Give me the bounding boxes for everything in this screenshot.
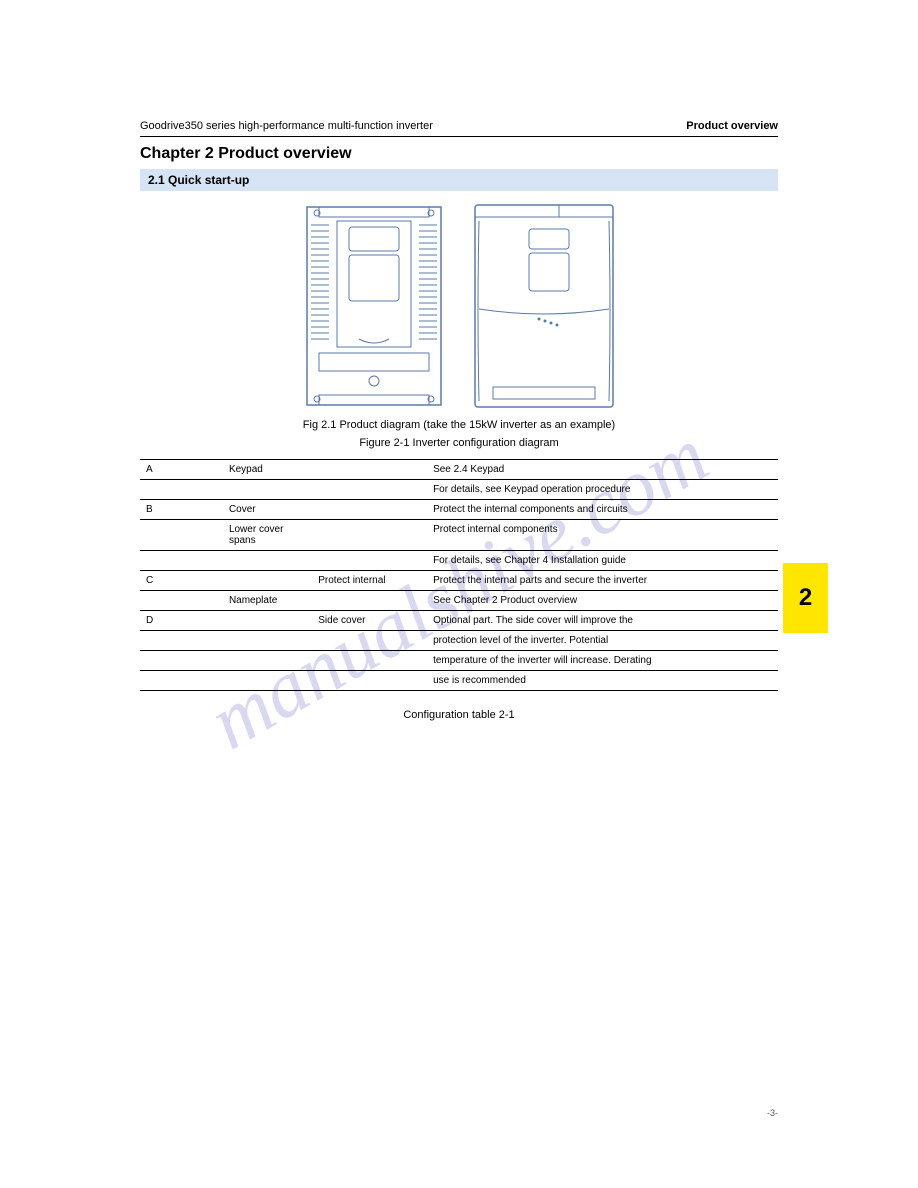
figure-label-left: Fig 2.1 Product diagram (take the 15kW i… bbox=[303, 419, 615, 431]
table-cell bbox=[223, 571, 312, 591]
table-cell bbox=[223, 611, 312, 631]
table-cell bbox=[312, 651, 427, 671]
table-cell: Protect the internal components and circ… bbox=[427, 500, 778, 520]
footer-right: -3- bbox=[767, 1108, 778, 1118]
table-cell bbox=[140, 671, 223, 691]
table-row: For details, see Keypad operation proced… bbox=[140, 480, 778, 500]
table-row: For details, see Chapter 4 Installation … bbox=[140, 551, 778, 571]
table-cell bbox=[140, 651, 223, 671]
inverter-left-icon bbox=[299, 201, 449, 411]
table-cell: protection level of the inverter. Potent… bbox=[427, 631, 778, 651]
table-cell bbox=[312, 520, 427, 551]
table-cell: See 2.4 Keypad bbox=[427, 460, 778, 480]
table-cell bbox=[223, 651, 312, 671]
table-row: BCover Protect the internal components an… bbox=[140, 500, 778, 520]
table-cell bbox=[223, 671, 312, 691]
figure-labels: Fig 2.1 Product diagram (take the 15kW i… bbox=[140, 419, 778, 431]
table-cell: For details, see Chapter 4 Installation … bbox=[427, 551, 778, 571]
table-cell bbox=[312, 671, 427, 691]
table-caption: Configuration table 2-1 bbox=[140, 709, 778, 721]
table-row: Lower cover spans Protect internal compon… bbox=[140, 520, 778, 551]
table-cell: See Chapter 2 Product overview bbox=[427, 591, 778, 611]
table-cell: B bbox=[140, 500, 223, 520]
table-cell: For details, see Keypad operation proced… bbox=[427, 480, 778, 500]
figure-caption: Figure 2-1 Inverter configuration diagra… bbox=[140, 437, 778, 449]
table-cell: temperature of the inverter will increas… bbox=[427, 651, 778, 671]
table-cell: Side cover bbox=[312, 611, 427, 631]
table-cell: D bbox=[140, 611, 223, 631]
table-cell: use is recommended bbox=[427, 671, 778, 691]
page-footer: -3- bbox=[140, 1108, 778, 1118]
section-heading: 2.1 Quick start-up bbox=[140, 169, 778, 191]
table-row: Nameplate See Chapter 2 Product overview bbox=[140, 591, 778, 611]
table-cell bbox=[223, 631, 312, 651]
table-row: temperature of the inverter will increas… bbox=[140, 651, 778, 671]
table-row: AKeypad See 2.4 Keypad bbox=[140, 460, 778, 480]
product-figure bbox=[140, 201, 778, 411]
table-row: protection level of the inverter. Potent… bbox=[140, 631, 778, 651]
table-cell: Lower cover spans bbox=[223, 520, 312, 551]
page-content: Goodrive350 series high-performance mult… bbox=[0, 0, 918, 781]
inverter-right-icon bbox=[469, 201, 619, 411]
chapter-title: Chapter 2 Product overview bbox=[140, 145, 778, 163]
table-cell bbox=[223, 480, 312, 500]
table-cell bbox=[312, 460, 427, 480]
table-cell: Protect internal bbox=[312, 571, 427, 591]
table-row: D Side coverOptional part. The side cover… bbox=[140, 611, 778, 631]
table-cell: C bbox=[140, 571, 223, 591]
table-cell: Keypad bbox=[223, 460, 312, 480]
table-cell bbox=[312, 551, 427, 571]
header-left: Goodrive350 series high-performance mult… bbox=[140, 120, 433, 132]
table-cell: Protect internal components bbox=[427, 520, 778, 551]
header-rule bbox=[140, 136, 778, 137]
table-cell bbox=[312, 500, 427, 520]
table-cell bbox=[223, 551, 312, 571]
table-cell bbox=[312, 631, 427, 651]
table-cell bbox=[140, 631, 223, 651]
table-cell: Nameplate bbox=[223, 591, 312, 611]
table-cell bbox=[312, 591, 427, 611]
chapter-tab: 2 bbox=[783, 563, 828, 633]
table-cell: Optional part. The side cover will impro… bbox=[427, 611, 778, 631]
table-cell: Protect the internal parts and secure th… bbox=[427, 571, 778, 591]
table-cell bbox=[140, 551, 223, 571]
table-cell bbox=[312, 480, 427, 500]
config-table: AKeypad See 2.4 KeypadFor details, see Ke… bbox=[140, 459, 778, 691]
table-cell bbox=[140, 520, 223, 551]
page-header: Goodrive350 series high-performance mult… bbox=[140, 120, 778, 132]
table-cell: Cover bbox=[223, 500, 312, 520]
header-right: Product overview bbox=[686, 120, 778, 132]
table-cell: A bbox=[140, 460, 223, 480]
table-row: C Protect internalProtect the internal pa… bbox=[140, 571, 778, 591]
table-cell bbox=[140, 591, 223, 611]
table-cell bbox=[140, 480, 223, 500]
table-row: use is recommended bbox=[140, 671, 778, 691]
